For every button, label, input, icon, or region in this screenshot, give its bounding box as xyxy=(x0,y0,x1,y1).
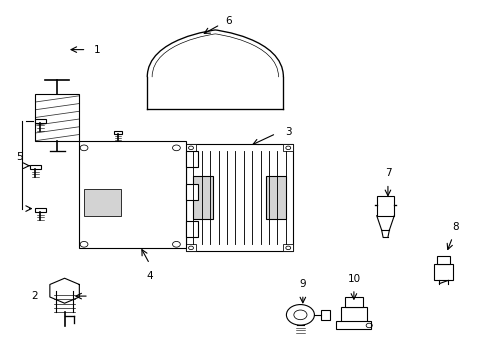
Text: 5: 5 xyxy=(17,152,23,162)
Bar xyxy=(193,176,212,219)
Bar xyxy=(35,119,45,123)
Text: 6: 6 xyxy=(224,16,231,26)
Text: 8: 8 xyxy=(452,222,458,232)
Bar xyxy=(186,152,198,167)
Text: 2: 2 xyxy=(31,291,38,301)
PathPatch shape xyxy=(147,30,283,77)
Text: 7: 7 xyxy=(384,168,390,178)
Bar xyxy=(336,321,371,329)
FancyBboxPatch shape xyxy=(79,141,186,248)
Text: 4: 4 xyxy=(146,271,153,281)
Bar xyxy=(340,307,366,323)
Bar xyxy=(114,131,122,134)
Bar xyxy=(186,144,292,251)
Bar xyxy=(186,244,196,251)
Bar xyxy=(266,176,285,219)
Bar xyxy=(30,166,41,169)
Bar xyxy=(186,184,198,200)
Text: 10: 10 xyxy=(346,274,360,284)
Bar xyxy=(283,144,292,152)
Bar xyxy=(436,256,449,264)
Bar xyxy=(186,221,198,237)
Text: 1: 1 xyxy=(94,45,100,55)
Bar xyxy=(186,144,196,152)
Bar xyxy=(376,196,393,216)
Bar xyxy=(35,208,45,212)
FancyBboxPatch shape xyxy=(35,94,79,141)
Text: 3: 3 xyxy=(285,127,291,137)
Bar xyxy=(283,244,292,251)
Bar xyxy=(345,297,362,307)
Text: 9: 9 xyxy=(299,279,305,289)
Bar xyxy=(433,264,452,280)
Bar xyxy=(84,189,121,216)
Bar xyxy=(321,310,329,320)
